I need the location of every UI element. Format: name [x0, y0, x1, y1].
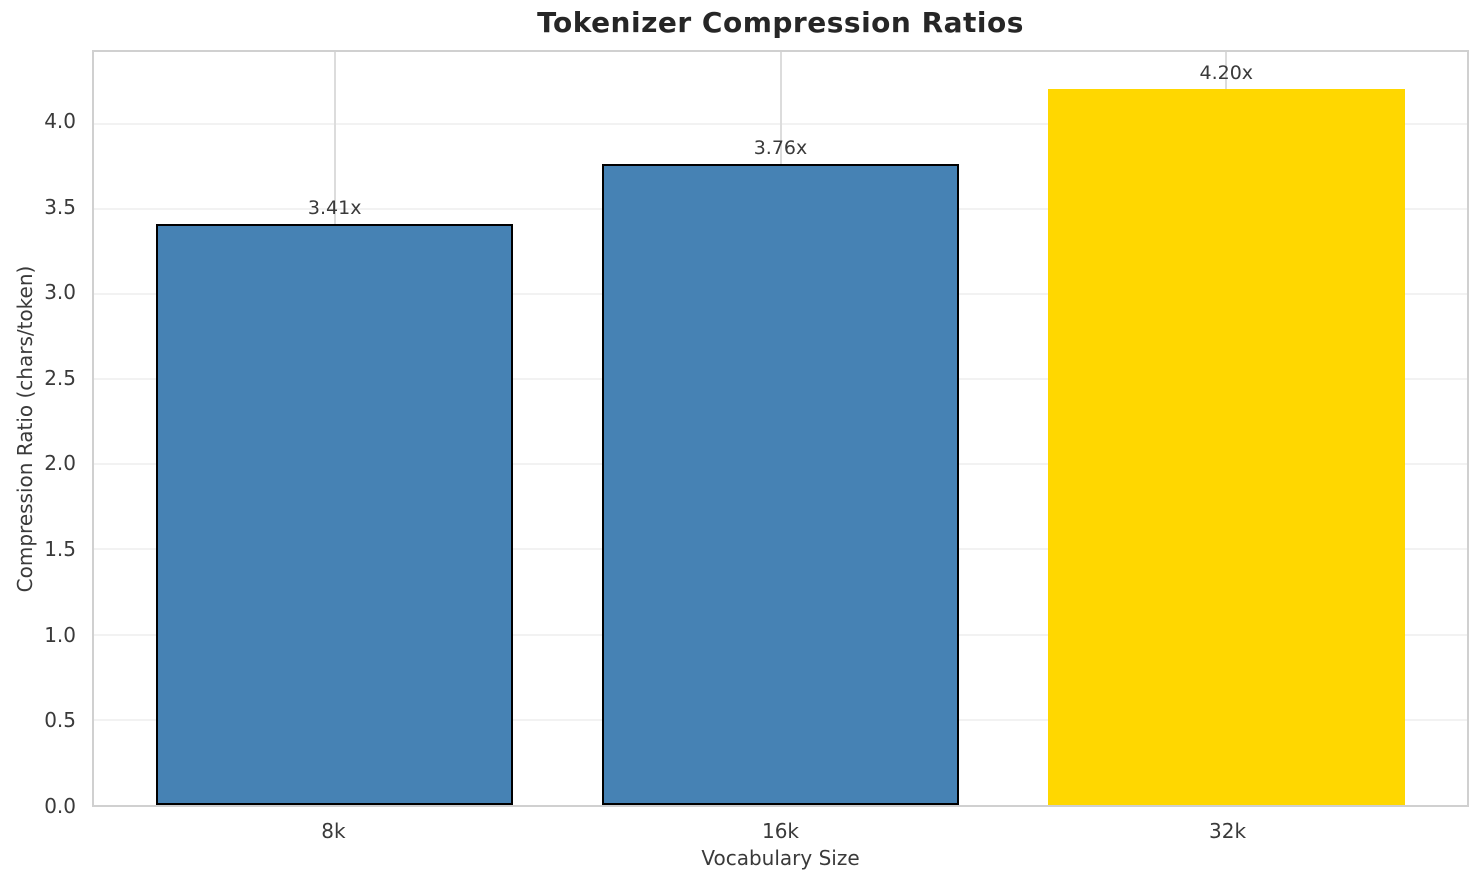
y-tick-label: 1.5	[44, 537, 76, 562]
x-axis-label: Vocabulary Size	[701, 846, 860, 870]
bar-value-label: 3.76x	[753, 137, 808, 160]
y-tick-label: 0.5	[44, 708, 76, 733]
x-tick-label: 32k	[1209, 819, 1247, 843]
plot-area: 3.41x 3.76x 4.20x	[92, 50, 1469, 807]
y-tick-label: 2.5	[44, 365, 76, 390]
bar-value-label: 3.41x	[307, 197, 362, 220]
bar-8k	[156, 224, 514, 805]
bar-16k	[602, 164, 959, 805]
y-tick-label: 2.0	[44, 451, 76, 476]
x-tick-label: 8k	[321, 819, 346, 843]
bar-value-label: 4.20x	[1199, 62, 1254, 85]
bar-32k	[1047, 89, 1405, 805]
chart-title: Tokenizer Compression Ratios	[537, 6, 1024, 39]
y-tick-label: 4.0	[44, 108, 76, 133]
y-tick-label: 0.0	[44, 794, 76, 818]
x-tick-label: 16k	[761, 819, 800, 843]
y-tick-label: 3.5	[44, 194, 76, 219]
y-tick-label: 1.0	[44, 622, 76, 647]
y-tick-label: 3.0	[44, 280, 76, 305]
y-axis-label: Compression Ratio (chars/token)	[13, 265, 37, 593]
